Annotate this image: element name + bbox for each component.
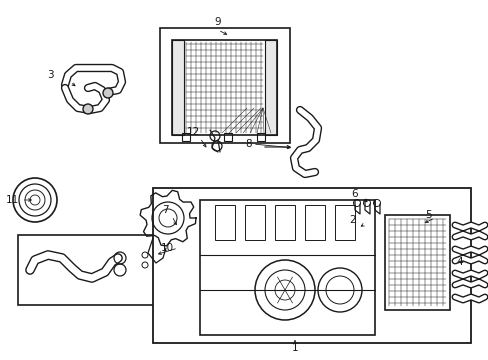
Bar [384,215,449,310]
Bar [153,188,470,343]
Bar [200,200,374,335]
Bar [274,205,294,240]
Bar [160,28,289,143]
Text: 6: 6 [351,189,358,199]
Bar [305,205,325,240]
Bar [182,133,190,141]
Circle shape [103,88,113,98]
Text: 1: 1 [291,343,298,353]
Text: 3: 3 [46,70,53,80]
Bar [18,235,158,305]
Text: 2: 2 [349,215,356,225]
Text: 12: 12 [186,127,199,137]
Bar [172,40,276,135]
Text: 10: 10 [160,243,173,253]
Bar [244,205,264,240]
Text: 11: 11 [5,195,19,205]
Bar [334,205,354,240]
Bar [264,40,276,135]
Bar [257,133,264,141]
Circle shape [83,104,93,114]
Bar [172,40,183,135]
Text: 8: 8 [245,139,252,149]
Text: 9: 9 [214,17,221,27]
Text: 5: 5 [424,210,430,220]
Text: 7: 7 [162,205,168,215]
Bar [215,205,235,240]
Text: 4: 4 [456,257,462,267]
Bar [224,133,231,141]
